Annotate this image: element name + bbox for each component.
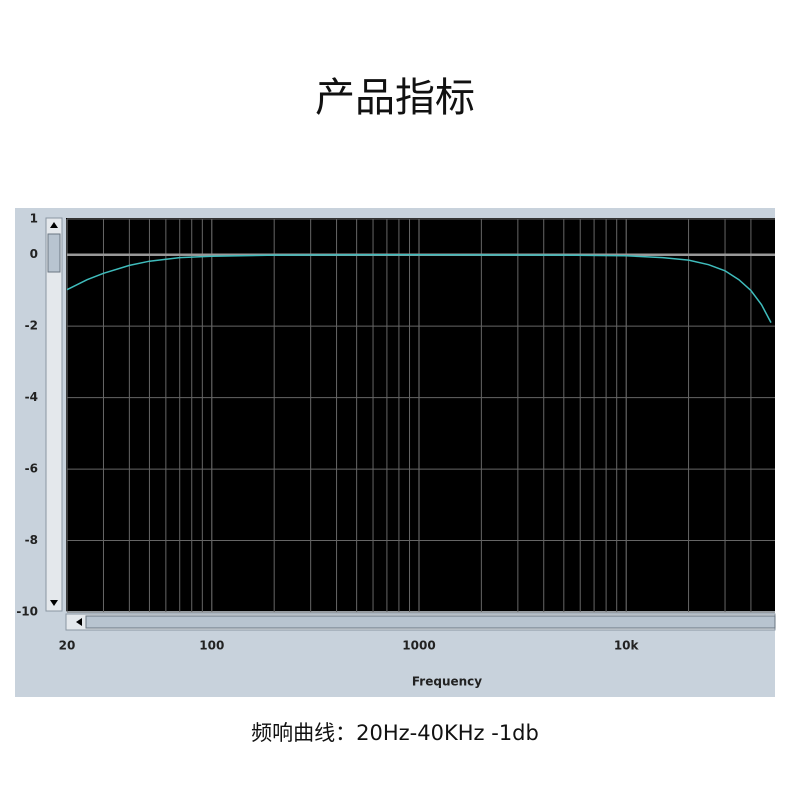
y-tick-label: -4 — [25, 390, 38, 404]
plot-layer: 20 100 1000 10k 1 0 -2 -4 -6 -8 -10 — [16, 212, 775, 653]
plot-area — [66, 218, 775, 611]
x-tick-label: 10k — [614, 639, 640, 653]
scroll-arrow-left — [76, 618, 82, 626]
page-title: 产品指标 — [315, 75, 475, 121]
x-tick-label: 20 — [59, 639, 76, 653]
x-tick-label: 1000 — [402, 639, 435, 653]
caption: 频响曲线：20Hz-40KHz -1db — [251, 721, 539, 745]
x-axis-label: Frequency — [412, 675, 482, 689]
response-curve — [66, 253, 772, 323]
h-scroll-thumb[interactable] — [85, 615, 776, 629]
y-tick-label: 0 — [30, 247, 38, 261]
v-scrollbar[interactable] — [45, 217, 63, 612]
x-tick-label: 100 — [199, 639, 224, 653]
y-tick-label: -6 — [25, 462, 38, 476]
y-tick-label: -10 — [16, 605, 38, 619]
y-tick-label: -2 — [25, 319, 38, 333]
y-tick-label: 1 — [30, 212, 38, 226]
v-scroll-thumb[interactable] — [47, 233, 61, 273]
y-tick-label: -8 — [25, 533, 38, 547]
